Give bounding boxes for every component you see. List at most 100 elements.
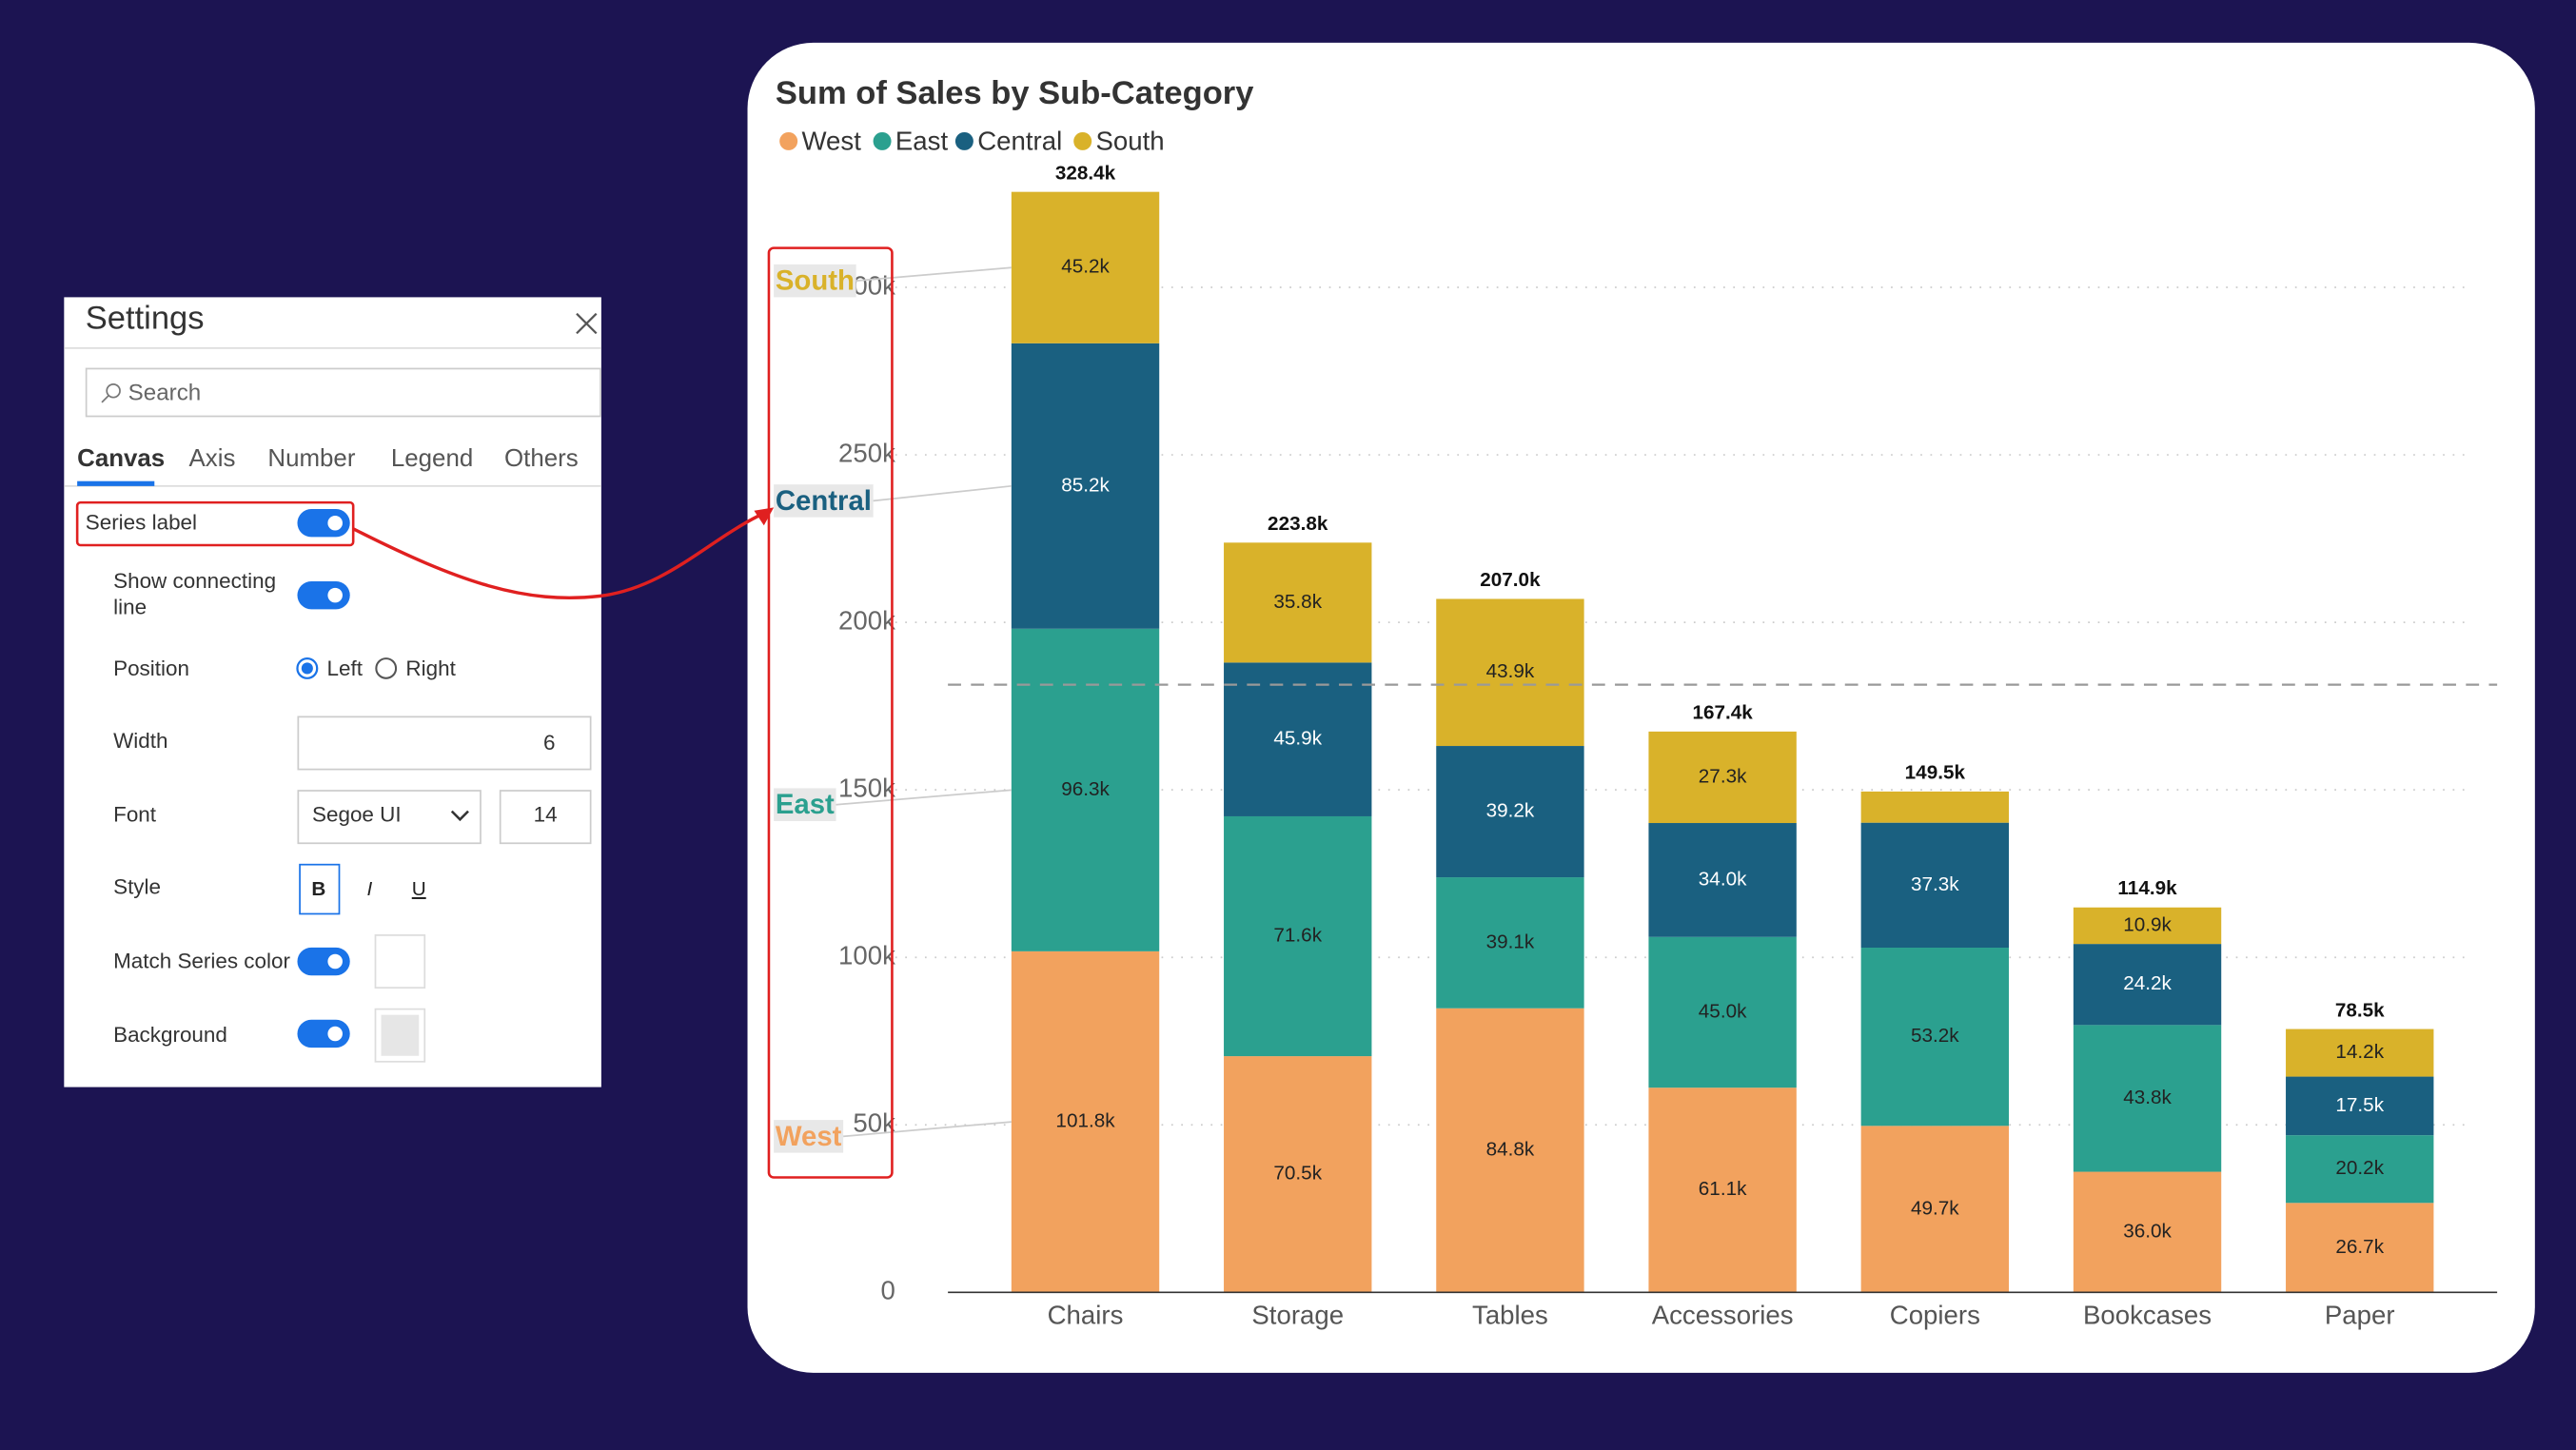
bar-segment (2286, 1135, 2434, 1204)
toggle[interactable] (297, 580, 350, 610)
legend-marker (954, 131, 973, 150)
style-option[interactable]: U (412, 878, 426, 900)
style-option[interactable]: I (367, 878, 373, 900)
color-swatch[interactable] (374, 934, 426, 990)
legend-label: South (1096, 126, 1165, 155)
radio[interactable] (375, 657, 398, 679)
data-label: 49.7k (1911, 1197, 1959, 1219)
legend-marker (1073, 131, 1092, 150)
tab[interactable]: Canvas (77, 445, 165, 472)
data-label: 85.2k (1061, 474, 1110, 496)
radio[interactable] (296, 656, 319, 679)
font-select[interactable] (297, 790, 482, 845)
toggle[interactable] (297, 1019, 350, 1048)
data-label: 39.2k (1486, 800, 1535, 822)
bar-segment (1436, 1008, 1584, 1293)
tab-underline (77, 480, 155, 486)
legend-label: Central (977, 126, 1062, 155)
data-label: 24.2k (2123, 972, 2172, 994)
data-label: 43.9k (1486, 660, 1535, 682)
arrow-head (754, 507, 775, 526)
bar-segment (1436, 877, 1584, 1009)
data-label: 43.8k (2123, 1087, 2172, 1108)
bar-segment (2073, 907, 2222, 945)
tab[interactable]: Legend (391, 445, 473, 472)
bar-segment (1860, 1126, 2010, 1293)
bar-segment (2073, 944, 2222, 1026)
settings-title: Settings (86, 301, 205, 337)
highlight-box (75, 500, 355, 547)
total-label: 328.4k (1055, 162, 1116, 184)
bar-segment (1011, 191, 1160, 343)
data-label: 37.3k (1911, 873, 1959, 895)
setting-label: Series label (86, 510, 197, 534)
data-label: 84.8k (1486, 1138, 1535, 1160)
total-label: 149.5k (1905, 761, 1966, 783)
x-tick-label: Storage (1251, 1300, 1344, 1329)
bar-segment (1224, 1056, 1372, 1293)
connecting-line (873, 484, 1012, 502)
data-label: 35.8k (1273, 591, 1322, 613)
bar-segment (1011, 343, 1160, 629)
radio-label: Right (405, 656, 456, 680)
series-label-bg (774, 264, 856, 298)
setting-label: Show connecting line (113, 568, 277, 619)
bar-segment (2073, 1171, 2222, 1293)
bar-segment (1011, 628, 1160, 951)
toggle[interactable] (297, 947, 350, 976)
radio-label: Left (327, 656, 364, 680)
legend-marker (779, 131, 798, 150)
bar-segment (1436, 598, 1584, 747)
tab[interactable]: Axis (189, 445, 236, 472)
x-tick-label: Paper (2325, 1300, 2395, 1329)
search-placeholder: Search (128, 381, 202, 406)
bar-segment (2073, 1025, 2222, 1172)
bar-segment (1648, 936, 1797, 1088)
x-tick-label: Accessories (1652, 1300, 1794, 1329)
bar-segment (1860, 947, 2010, 1127)
search-box[interactable] (85, 367, 601, 418)
size-input[interactable] (499, 790, 592, 845)
bar-segment (1436, 746, 1584, 878)
data-label: 45.2k (1061, 256, 1110, 278)
data-label: 27.3k (1699, 765, 1747, 787)
bar-segment (1860, 791, 2010, 823)
y-tick-label: 0 (881, 1276, 895, 1305)
setting-label: Background (113, 1023, 227, 1047)
series-label: West (776, 1121, 842, 1152)
data-label: 34.0k (1699, 868, 1747, 890)
legend-label: West (801, 126, 861, 155)
y-tick-label: 150k (838, 773, 895, 802)
setting-label: Style (113, 875, 161, 899)
close-button[interactable] (576, 312, 598, 335)
data-label: 45.0k (1699, 1000, 1747, 1022)
width-input[interactable] (297, 715, 592, 771)
connecting-line (843, 1121, 1012, 1138)
data-label: 96.3k (1061, 778, 1110, 800)
highlight-box (767, 246, 894, 1179)
bar-segment (1224, 542, 1372, 663)
style-option: B (311, 878, 325, 900)
data-label: 61.1k (1699, 1178, 1747, 1200)
series-label: East (776, 789, 835, 820)
search-icon (106, 383, 121, 399)
color-swatch-fill (381, 1014, 420, 1056)
total-label: 223.8k (1268, 513, 1328, 535)
series-label-bg (774, 484, 874, 518)
total-label: 78.5k (2335, 999, 2385, 1021)
setting-label-wrap: Show connecting line (113, 568, 277, 619)
tab[interactable]: Number (267, 445, 355, 472)
arrow (352, 514, 760, 599)
bar-segment (1648, 731, 1797, 824)
bold-button[interactable] (299, 863, 341, 915)
series-label-bg (774, 1120, 844, 1153)
data-label: 10.9k (2123, 913, 2172, 935)
series-label-bg (774, 788, 836, 821)
data-label: 14.2k (2335, 1041, 2384, 1063)
toggle[interactable] (297, 509, 350, 538)
tab[interactable]: Others (504, 445, 579, 472)
total-label: 167.4k (1692, 701, 1753, 723)
